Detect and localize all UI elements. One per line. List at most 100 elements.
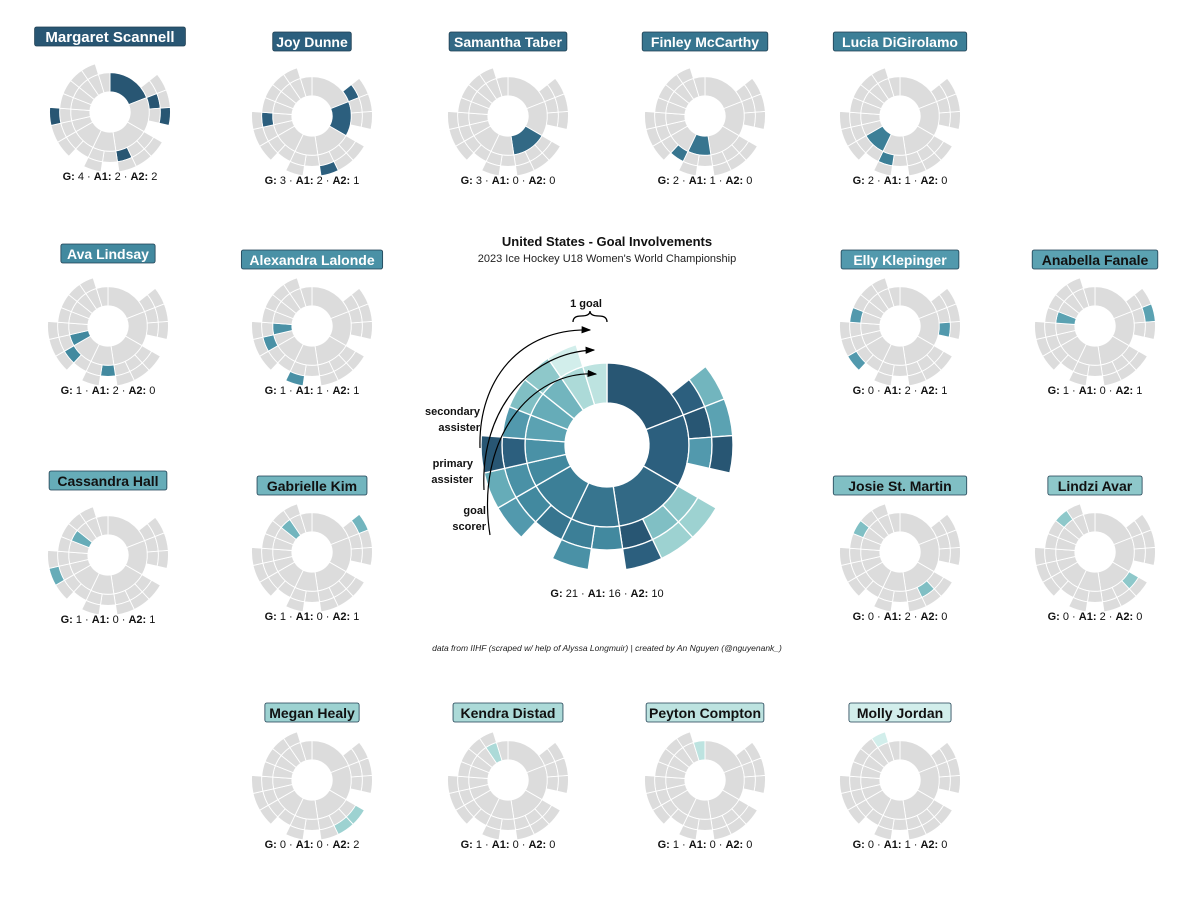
- primary-assist-wedge: [891, 364, 909, 377]
- stats-line: G: 1 · A1: 0 · A2: 0: [658, 839, 753, 851]
- stats-line: G: 1 · A1: 1 · A2: 1: [265, 385, 360, 397]
- primary-assist-wedge: [937, 321, 951, 338]
- scorer-wedge: [692, 740, 706, 762]
- player-panel: Elly Klepinger G: 0 · A1: 2 · A2: 1: [839, 249, 961, 397]
- player-name-label: Molly Jordan: [857, 705, 943, 721]
- primary-assist-wedge: [1065, 277, 1084, 295]
- secondary-assist-wedge: [158, 106, 171, 126]
- player-name-box: [848, 702, 952, 723]
- player-panel: Kendra Distad G: 1 · A1: 0 · A2: 0: [447, 702, 569, 851]
- scorer-wedge: [299, 740, 313, 762]
- primary-assist-wedge: [78, 277, 97, 295]
- player-name-label: Alexandra Lalonde: [249, 252, 374, 268]
- stats-line: G: 1 · A1: 2 · A2: 0: [61, 385, 156, 397]
- primary-assist-wedge: [99, 593, 117, 606]
- stats-line: G: 3 · A1: 2 · A2: 1: [265, 175, 360, 187]
- player-name-label: Samantha Taber: [454, 34, 562, 50]
- primary-assist-wedge: [303, 154, 321, 167]
- stats-line: G: 0 · A1: 2 · A2: 0: [853, 611, 948, 623]
- stats-line: G: 1 · A1: 0 · A2: 1: [1048, 385, 1143, 397]
- stats-line: G: 1 · A1: 0 · A2: 0: [461, 839, 556, 851]
- primary-assist-wedge: [1132, 547, 1146, 564]
- secondary-assist-wedge: [480, 434, 506, 474]
- scorer-wedge: [299, 286, 313, 308]
- primary-assist-wedge: [937, 547, 951, 564]
- primary-assist-wedge: [742, 775, 756, 792]
- player-name-label: Ava Lindsay: [67, 246, 149, 262]
- player-name-box: [645, 702, 765, 723]
- player-panel: Lucia DiGirolamo G: 2 · A1: 1 · A2: 0: [832, 31, 968, 187]
- primary-assist-wedge: [891, 818, 909, 831]
- secondary-assist-wedge: [1034, 546, 1047, 566]
- player-name-label: Kendra Distad: [461, 705, 556, 721]
- annotation-label: primary: [433, 458, 474, 470]
- primary-assist-wedge: [147, 107, 161, 124]
- player-name-box: [1031, 249, 1159, 270]
- primary-assist-wedge: [1044, 547, 1058, 564]
- player-name-box: [448, 31, 568, 52]
- primary-assist-wedge: [349, 547, 363, 564]
- player-panel: Cassandra Hall G: 1 · A1: 0 · A2: 1: [47, 470, 169, 626]
- chart-caption: data from IIHF (scraped w/ help of Alyss…: [432, 643, 782, 653]
- primary-assist-wedge: [303, 818, 321, 831]
- annotation-label: 1 goal: [570, 298, 602, 310]
- player-name-label: Gabrielle Kim: [267, 478, 357, 494]
- primary-assist-wedge: [891, 590, 909, 603]
- primary-assist-wedge: [261, 111, 275, 128]
- secondary-assist-wedge: [360, 774, 373, 794]
- chart-subtitle: 2023 Ice Hockey U18 Women's World Champi…: [478, 253, 736, 265]
- primary-assist-wedge: [282, 731, 301, 749]
- annotation-label: scorer: [452, 521, 486, 533]
- secondary-assist-wedge: [447, 774, 460, 794]
- primary-assist-wedge: [1086, 364, 1104, 377]
- stats-line: G: 2 · A1: 1 · A2: 0: [853, 175, 948, 187]
- primary-assist-wedge: [590, 525, 624, 551]
- team-sunburst: G: 21 · A1: 16 · A2: 10: [480, 343, 734, 600]
- primary-assist-wedge: [478, 67, 497, 85]
- secondary-assist-wedge: [948, 320, 961, 340]
- stats-line: G: 0 · A1: 2 · A2: 0: [1048, 611, 1143, 623]
- player-name-box: [240, 249, 384, 270]
- scorer-wedge: [299, 512, 313, 534]
- player-name-box: [48, 470, 168, 491]
- primary-assist-wedge: [1132, 321, 1146, 338]
- primary-assist-wedge: [282, 503, 301, 521]
- secondary-assist-wedge: [251, 546, 264, 566]
- player-panel: Anabella Fanale G: 1 · A1: 0 · A2: 1: [1031, 249, 1159, 397]
- annotation-label: assister: [431, 474, 473, 486]
- scorer-wedge: [887, 740, 901, 762]
- primary-assist-wedge: [675, 67, 694, 85]
- primary-assist-wedge: [654, 775, 668, 792]
- primary-assist-wedge: [545, 775, 559, 792]
- player-name-box: [60, 243, 156, 264]
- secondary-assist-wedge: [753, 774, 766, 794]
- player-name-box: [832, 31, 968, 52]
- secondary-assist-wedge: [551, 538, 593, 571]
- secondary-assist-wedge: [1143, 546, 1156, 566]
- primary-assist-wedge: [59, 107, 73, 124]
- primary-assist-wedge: [870, 67, 889, 85]
- primary-assist-wedge: [478, 731, 497, 749]
- player-name-label: Megan Healy: [269, 705, 355, 721]
- player-name-box: [452, 702, 564, 723]
- primary-assist-wedge: [675, 731, 694, 749]
- player-name-box: [641, 31, 769, 52]
- player-panel: Josie St. Martin G: 0 · A1: 2 · A2: 0: [832, 475, 968, 623]
- secondary-assist-wedge: [156, 320, 169, 340]
- player-panel: Lindzi Avar G: 0 · A1: 2 · A2: 0: [1034, 475, 1156, 623]
- secondary-assist-wedge: [47, 549, 60, 569]
- player-panel: Gabrielle Kim G: 1 · A1: 0 · A2: 1: [251, 475, 373, 623]
- secondary-assist-wedge: [839, 110, 852, 130]
- secondary-assist-wedge: [360, 110, 373, 130]
- secondary-assist-wedge: [839, 546, 852, 566]
- stats-line: G: 3 · A1: 0 · A2: 0: [461, 175, 556, 187]
- primary-assist-wedge: [870, 731, 889, 749]
- player-name-label: Anabella Fanale: [1042, 252, 1149, 268]
- primary-assist-wedge: [1065, 503, 1084, 521]
- primary-assist-wedge: [349, 775, 363, 792]
- secondary-assist-wedge: [948, 110, 961, 130]
- primary-assist-wedge: [457, 111, 471, 128]
- primary-assist-wedge: [57, 321, 71, 338]
- primary-assist-wedge: [349, 321, 363, 338]
